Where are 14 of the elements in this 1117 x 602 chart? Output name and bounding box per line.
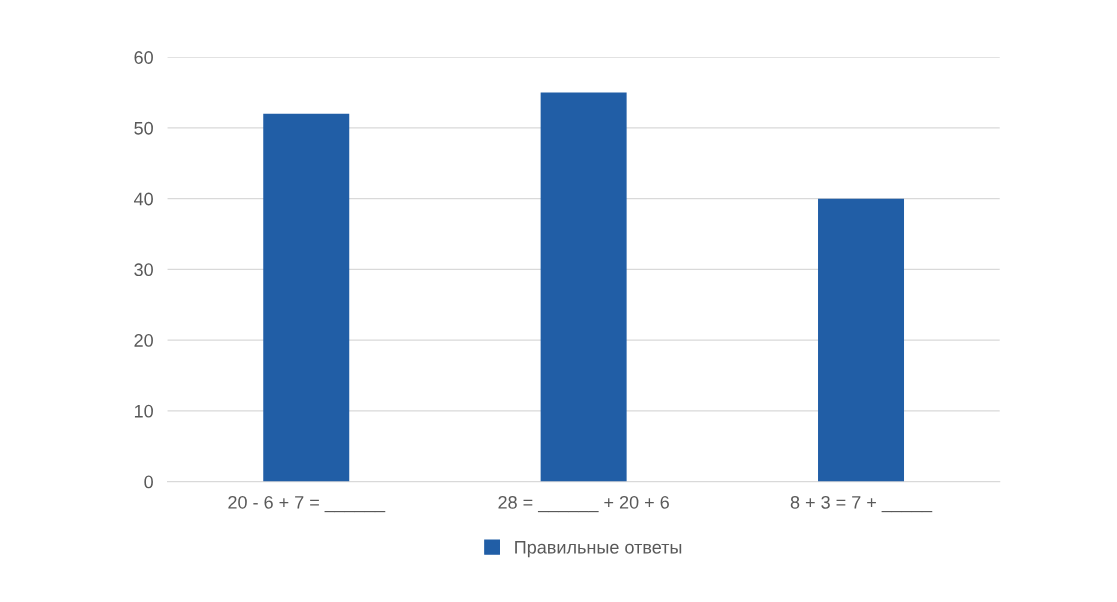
y-tick-label: 60 — [134, 51, 153, 64]
bar — [818, 198, 905, 482]
y-tick-label: 20 — [134, 334, 153, 347]
bar — [540, 92, 627, 482]
y-tick-label: 50 — [134, 121, 153, 135]
x-tick-label: 28 = ______ + 20 + 6 — [498, 495, 669, 513]
x-tick-label: 8 + 3 = 7 + _____ — [790, 495, 933, 513]
x-tick-label: 20 - 6 + 7 = ______ — [228, 495, 386, 513]
y-tick-label: 0 — [144, 475, 153, 489]
y-tick-label: 30 — [134, 263, 153, 277]
y-tick-label: 10 — [134, 404, 153, 418]
bar — [263, 113, 350, 482]
y-tick-label: 40 — [133, 192, 153, 206]
legend-label: Правильные ответы — [515, 541, 682, 558]
